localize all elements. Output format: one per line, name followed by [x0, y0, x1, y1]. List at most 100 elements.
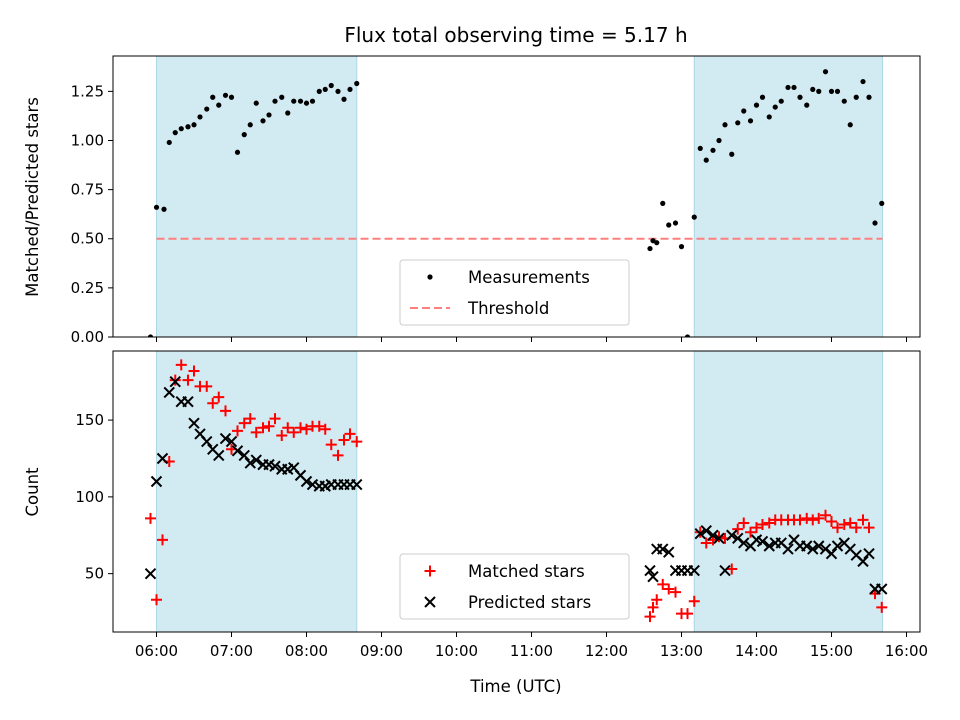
matched-star-point	[295, 422, 306, 434]
predicted-star-point	[857, 555, 869, 568]
measurement-point	[172, 130, 178, 136]
predicted-star-point	[150, 475, 163, 488]
predicted-star-point	[219, 432, 232, 445]
x-tick-label: 14:00	[735, 642, 778, 660]
measurement-point	[234, 149, 241, 155]
matched-star-point	[325, 439, 337, 451]
predicted-star-point	[188, 417, 200, 429]
predicted-star-point	[782, 543, 794, 555]
matched-star-point	[838, 519, 850, 531]
matched-star-point	[670, 586, 681, 598]
measurement-point	[666, 222, 672, 228]
matched-star-point	[807, 514, 819, 526]
legend-label: Measurements	[468, 268, 590, 287]
measurement-point	[772, 104, 778, 110]
measurement-point	[335, 88, 341, 94]
bottom-panel: 06:00 07:00 08:00 09:00 10:00 11:00 12:00 13:00…	[75, 350, 928, 660]
measurement-point	[879, 200, 885, 206]
measurement-point	[178, 126, 184, 132]
predicted-star-point	[663, 546, 675, 558]
matched-star-point	[319, 423, 331, 435]
chart-title: Flux total observing time = 5.17 h	[344, 23, 687, 47]
matched-star-point	[757, 519, 768, 531]
predicted-star-point	[156, 452, 169, 465]
legend-label: Matched stars	[468, 562, 585, 581]
measurement-point	[241, 132, 247, 138]
measurement-point	[766, 114, 772, 120]
top-ylabel: Matched/Predicted stars	[23, 97, 42, 297]
measurement-point	[804, 102, 810, 108]
matched-star-point	[657, 578, 669, 590]
matched-star-point	[282, 422, 294, 434]
y-tick-label: 0.00	[71, 328, 104, 346]
matched-star-point	[857, 514, 869, 526]
matched-star-point	[250, 426, 262, 438]
legend: Measurements Threshold	[399, 259, 630, 326]
matched-star-point	[751, 522, 762, 534]
measurement-point	[816, 88, 822, 94]
measurement-point	[791, 84, 797, 91]
x-tick-label: 09:00	[360, 642, 403, 660]
y-tick-label: 0.50	[71, 230, 104, 248]
matched-star-point	[863, 522, 875, 534]
measurement-point	[347, 86, 353, 93]
measurement-point	[341, 96, 347, 102]
measurement-point	[678, 244, 685, 250]
measurement-point	[741, 108, 747, 114]
axes-frame	[112, 350, 921, 633]
matched-star-point	[157, 534, 168, 546]
predicted-star-point	[738, 537, 750, 549]
matched-star-point	[201, 380, 213, 392]
measurement-point	[810, 86, 816, 93]
matched-star-point	[726, 563, 738, 575]
matched-star-point	[651, 594, 663, 606]
y-tick-label: 150	[75, 411, 104, 429]
measurement-point	[247, 122, 253, 128]
x-tick-label: 11:00	[510, 642, 553, 660]
predicted-star-point	[713, 532, 725, 545]
predicted-star-point	[657, 543, 669, 555]
measurement-point	[291, 98, 297, 104]
matched-star-point	[763, 517, 775, 529]
predicted-star-point	[831, 540, 844, 552]
predicted-star-point	[644, 564, 656, 577]
measurement-point	[272, 98, 278, 104]
matched-star-point	[269, 413, 281, 425]
predicted-star-point	[863, 547, 875, 560]
measurement-point	[260, 118, 266, 124]
matched-star-point	[332, 449, 344, 461]
measurement-point	[860, 78, 866, 85]
predicted-star-point	[801, 540, 813, 552]
matched-star-point	[175, 359, 187, 371]
legend-dot-icon	[427, 274, 433, 280]
matched-star-point	[232, 425, 243, 437]
measurement-point	[834, 88, 841, 94]
matched-star-point	[188, 365, 200, 377]
shaded-region	[156, 350, 358, 633]
measurement-point	[216, 102, 222, 108]
x-tick-label: 06:00	[135, 642, 178, 660]
measurement-point	[716, 137, 722, 144]
y-tick-label: 1.25	[71, 82, 104, 100]
measurement-point	[828, 88, 835, 94]
measurement-point	[841, 98, 847, 104]
data-marks	[144, 359, 888, 623]
measurement-point	[660, 200, 666, 206]
measurement-point	[847, 122, 853, 128]
matched-star-point	[801, 512, 813, 524]
measurement-point	[222, 92, 229, 98]
y-tick-label: 100	[75, 488, 104, 506]
matched-star-point	[288, 426, 300, 438]
measurement-point	[210, 94, 216, 100]
predicted-star-point	[876, 583, 888, 595]
matched-star-point	[263, 420, 275, 432]
matched-star-point	[182, 374, 194, 386]
measurement-point	[797, 94, 803, 100]
matched-star-point	[238, 417, 250, 429]
matched-star-point	[145, 512, 156, 524]
matched-star-point	[663, 583, 675, 595]
y-tick-label: 50	[85, 565, 104, 583]
predicted-star-point	[694, 528, 706, 540]
predicted-star-point	[169, 376, 181, 388]
measurement-point	[853, 94, 859, 100]
